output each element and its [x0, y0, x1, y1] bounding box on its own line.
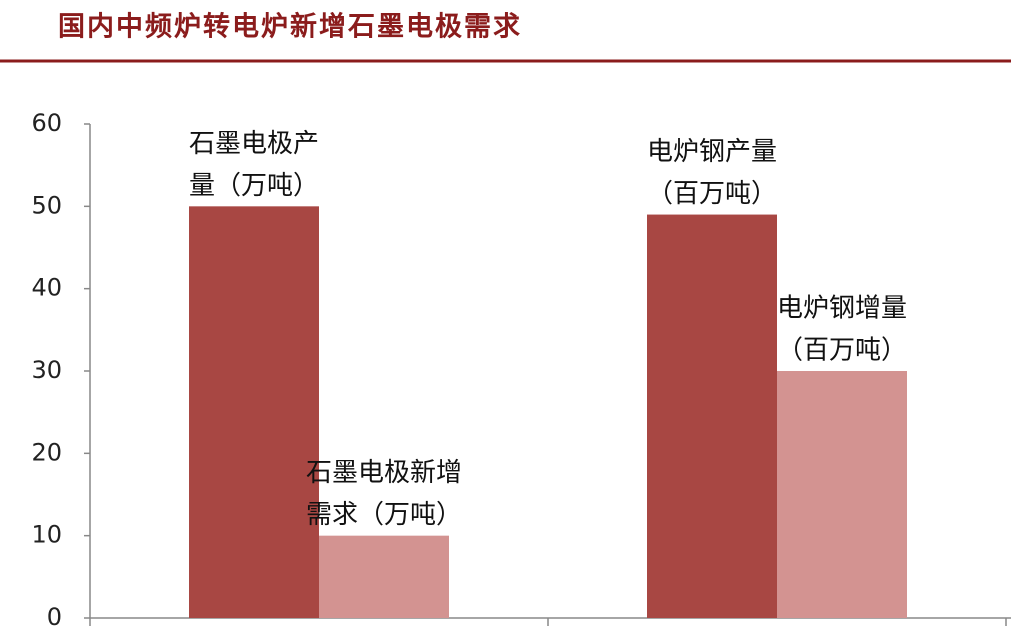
y-tick-label: 10	[31, 521, 62, 549]
bar-annotation: 石墨电极新增	[306, 458, 462, 488]
bar-annotation: 电炉钢增量	[777, 294, 907, 324]
y-tick-label: 30	[31, 356, 62, 384]
bar	[189, 206, 319, 619]
bar-annotation: 量（万吨）	[189, 171, 319, 201]
bar-annotation: 需求（万吨）	[306, 500, 462, 530]
bar-annotation: 石墨电极产	[189, 129, 319, 159]
y-tick-label: 20	[31, 438, 62, 466]
y-tick-label: 40	[31, 274, 62, 302]
bar	[647, 214, 777, 619]
bar-annotation: （百万吨）	[647, 179, 777, 209]
bar	[777, 371, 907, 618]
bar-annotation: （百万吨）	[777, 336, 907, 366]
y-tick-label: 50	[31, 191, 62, 219]
y-tick-label: 0	[47, 603, 62, 631]
bar	[319, 535, 449, 618]
chart-title: 国内中频炉转电炉新增石墨电极需求	[58, 11, 522, 43]
bar-annotation: 电炉钢产量	[647, 137, 777, 167]
y-tick-label: 60	[31, 109, 62, 137]
